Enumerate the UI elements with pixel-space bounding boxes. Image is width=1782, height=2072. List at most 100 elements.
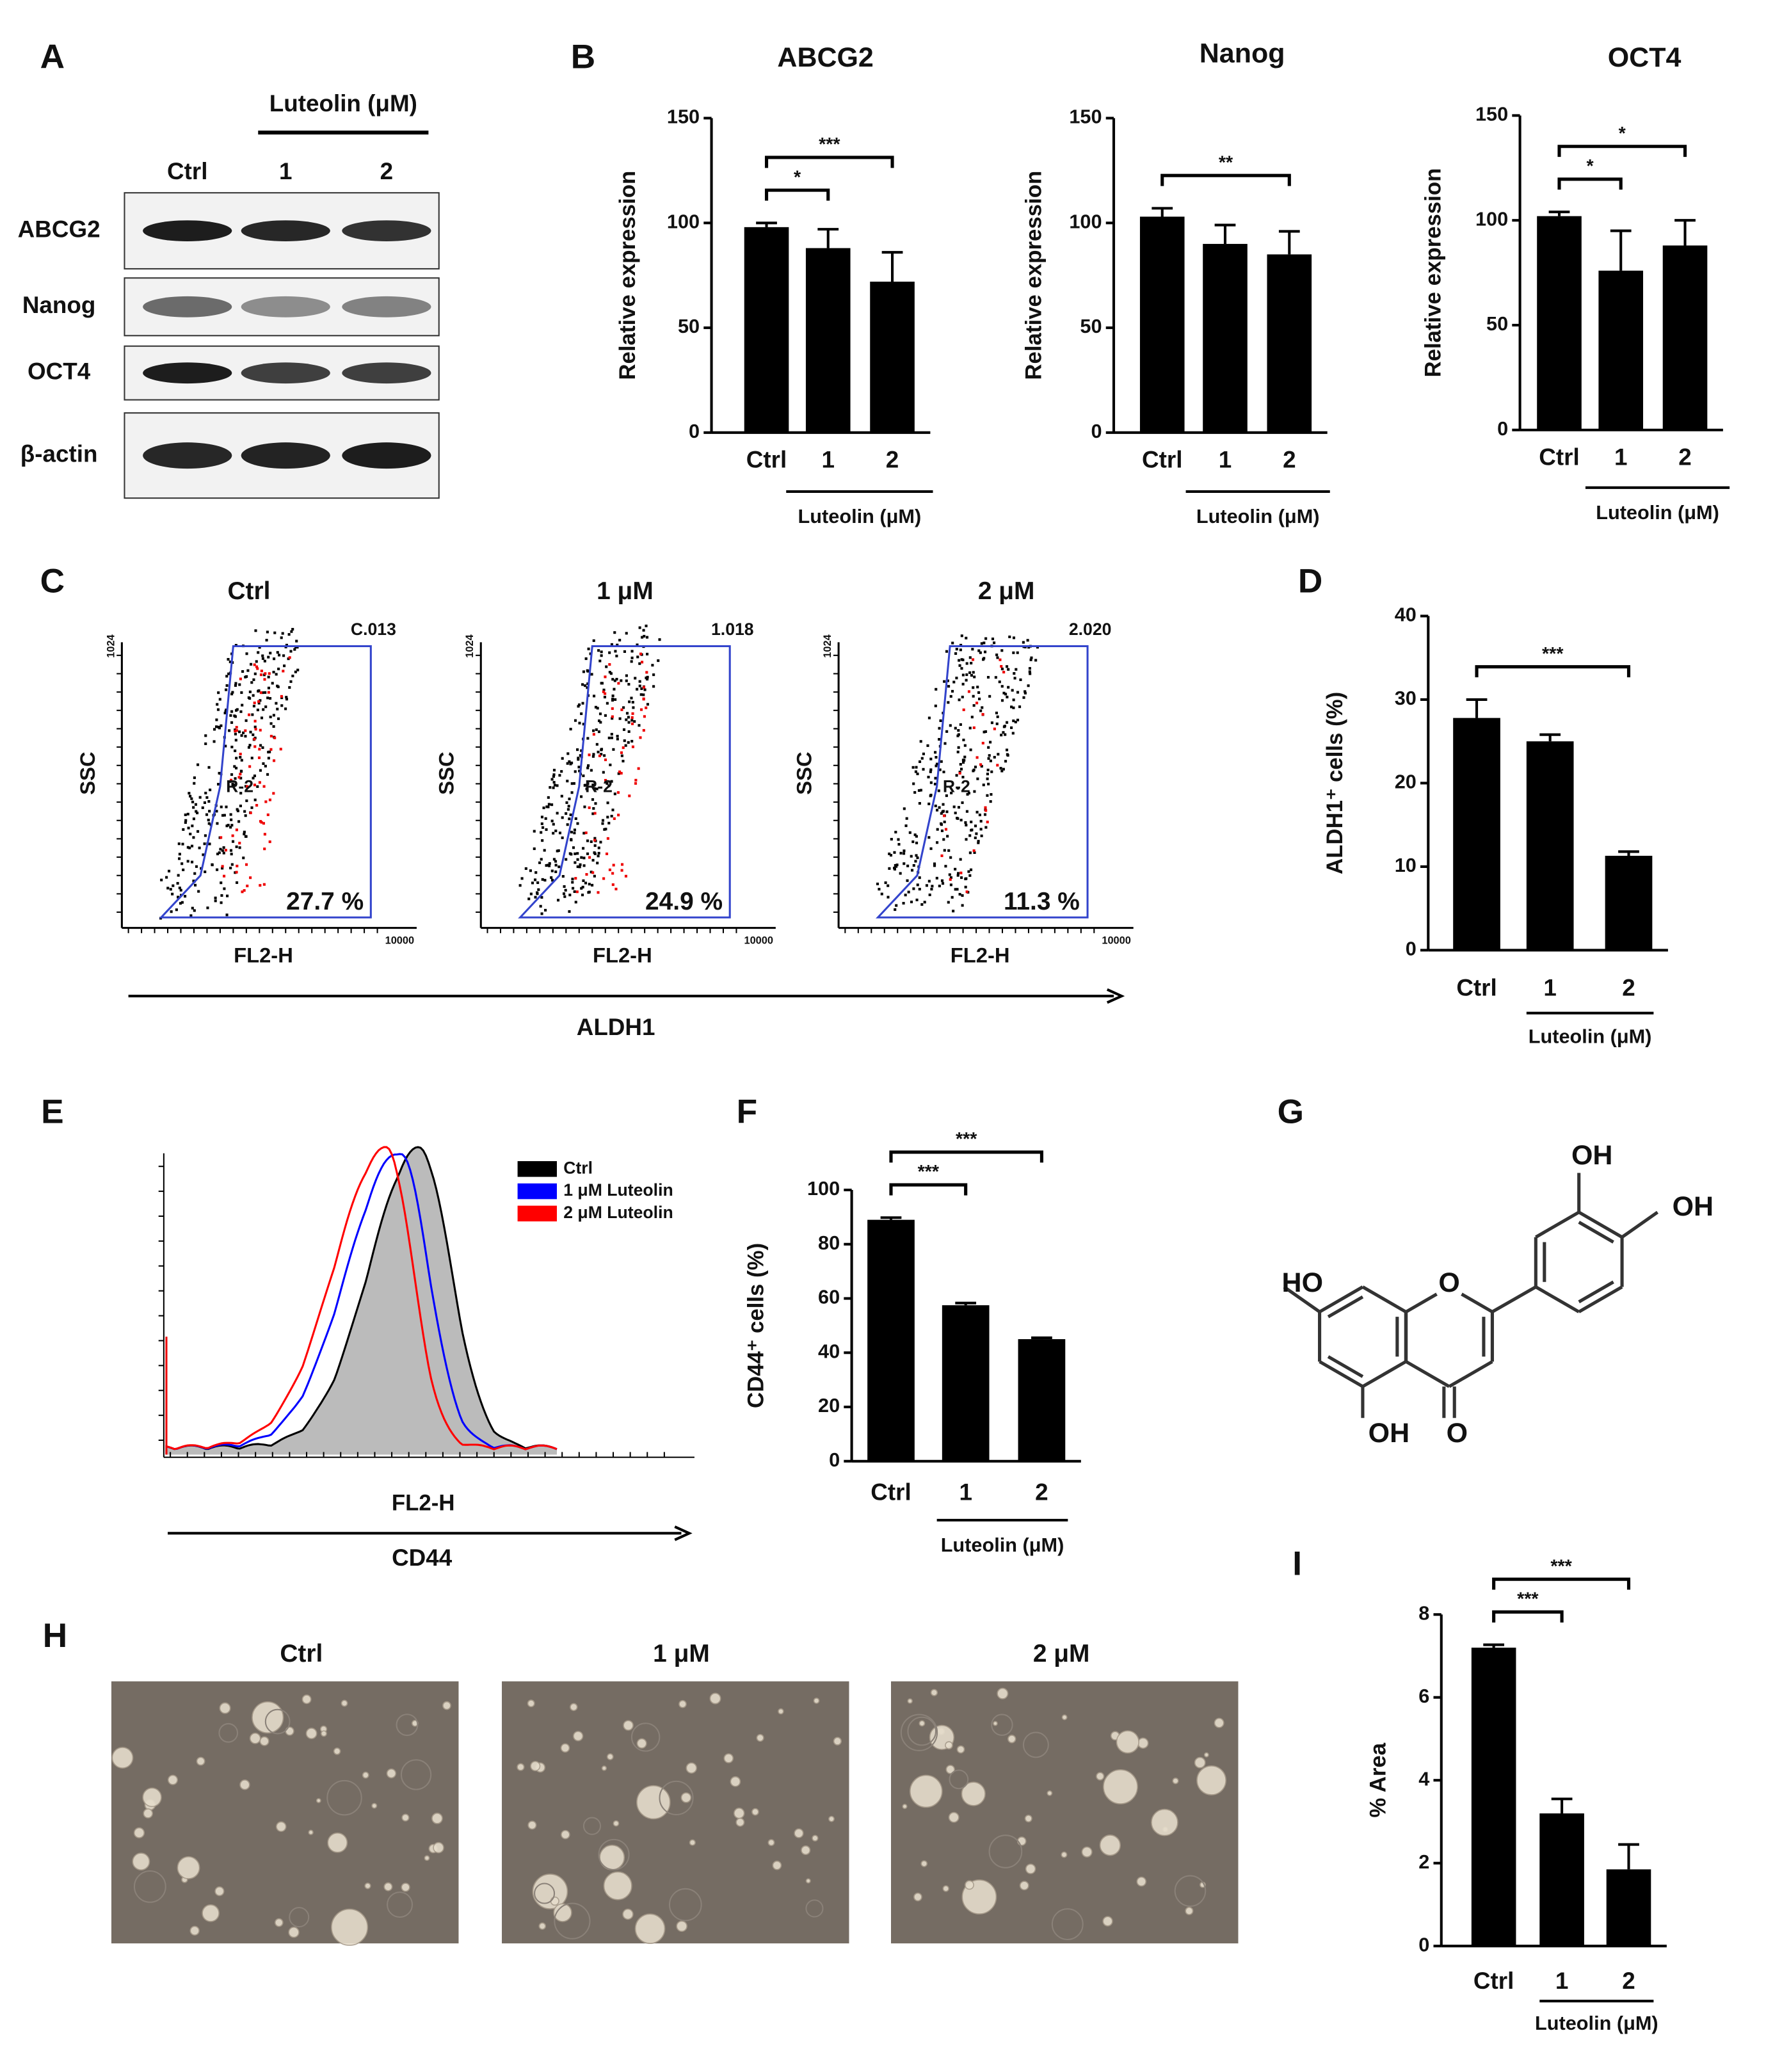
flow-dot bbox=[217, 691, 220, 695]
flow-dot bbox=[268, 696, 272, 700]
flow-dot bbox=[920, 903, 924, 906]
flow-dot bbox=[611, 678, 614, 681]
atom-mask bbox=[1434, 1272, 1464, 1302]
flow-dot bbox=[263, 659, 266, 663]
legend-swatch bbox=[517, 1205, 557, 1222]
flow-dot bbox=[597, 719, 601, 723]
flow-dot bbox=[645, 671, 648, 674]
flow-dot bbox=[229, 867, 232, 870]
y-tick-label: 2 bbox=[1418, 1851, 1429, 1873]
flow-dot bbox=[1004, 733, 1007, 736]
cell bbox=[942, 1885, 949, 1892]
flow-dot bbox=[616, 791, 620, 794]
x-axis-label: Luteolin (μM) bbox=[1596, 501, 1719, 524]
cell-ghost bbox=[900, 1714, 938, 1751]
blot-band bbox=[241, 220, 330, 241]
flow-dot bbox=[192, 817, 195, 821]
flow-dot bbox=[593, 837, 597, 840]
flow-dot bbox=[269, 722, 273, 725]
significance-bracket bbox=[1160, 173, 1291, 186]
flow-dot bbox=[239, 769, 243, 773]
flow-dot bbox=[249, 811, 252, 814]
flow-x-label: FL2-H bbox=[593, 943, 652, 967]
flow-dot bbox=[1016, 651, 1019, 654]
flow-dot bbox=[560, 770, 563, 773]
flow-dot bbox=[961, 904, 964, 907]
flow-dot bbox=[893, 867, 896, 870]
flow-dot bbox=[214, 899, 217, 903]
flow-dot bbox=[603, 695, 607, 699]
histogram-curve bbox=[165, 1153, 558, 1455]
flow-dot bbox=[235, 757, 238, 760]
image-title: Ctrl bbox=[280, 1640, 323, 1667]
bar bbox=[1526, 741, 1574, 951]
flow-dot bbox=[600, 654, 603, 657]
flow-dot bbox=[533, 847, 536, 851]
flow-dot bbox=[947, 685, 951, 688]
flow-dot bbox=[588, 806, 591, 809]
flow-dot bbox=[933, 864, 936, 867]
flow-dot bbox=[956, 787, 959, 790]
flow-dot bbox=[946, 835, 949, 838]
flow-dot bbox=[995, 722, 999, 725]
flow-dot bbox=[582, 723, 585, 726]
flow-dot bbox=[264, 691, 267, 694]
flow-dot bbox=[169, 888, 172, 891]
flow-dot bbox=[604, 675, 607, 679]
cell bbox=[239, 1779, 250, 1790]
flow-dot bbox=[947, 901, 950, 904]
flow-dot bbox=[581, 885, 584, 888]
flow-dot bbox=[578, 721, 581, 725]
flow-dot bbox=[641, 661, 644, 664]
y-tick-label: 50 bbox=[1486, 312, 1508, 335]
flow-dot bbox=[930, 888, 933, 891]
x-tick-label: 1 bbox=[959, 1479, 972, 1506]
flow-dot bbox=[904, 894, 907, 897]
flow-dot bbox=[1027, 646, 1031, 649]
flow-dot bbox=[248, 744, 252, 747]
flow-dot bbox=[201, 806, 204, 809]
flow-dot bbox=[193, 909, 196, 912]
flow-dot bbox=[177, 874, 180, 877]
flow-dot bbox=[256, 785, 259, 788]
flow-dot bbox=[939, 719, 942, 722]
flow-dot bbox=[197, 830, 200, 833]
flow-dot bbox=[527, 897, 531, 901]
significance-bracket bbox=[1475, 665, 1631, 678]
flow-dot bbox=[602, 877, 606, 880]
cell bbox=[561, 1829, 570, 1840]
flow-dot bbox=[225, 805, 228, 808]
flow-dot bbox=[544, 908, 547, 912]
flow-dot bbox=[529, 869, 532, 872]
flow-dot bbox=[988, 754, 991, 757]
flow-dot bbox=[903, 849, 906, 853]
cell bbox=[833, 1737, 842, 1746]
flow-gate bbox=[875, 645, 1089, 919]
flow-dot bbox=[216, 703, 219, 706]
flow-dot bbox=[591, 755, 595, 758]
flow-dot bbox=[903, 862, 906, 865]
cell bbox=[913, 1892, 922, 1902]
flow-dot bbox=[613, 679, 616, 682]
flow-dot bbox=[1006, 721, 1009, 724]
flow-dot bbox=[245, 719, 248, 722]
flow-y-label: SSC bbox=[76, 751, 99, 794]
flow-dot bbox=[166, 887, 170, 890]
flow-dot bbox=[910, 855, 913, 858]
flow-dot bbox=[248, 690, 252, 693]
cell-ghost bbox=[907, 1716, 937, 1746]
flow-dot bbox=[944, 865, 947, 868]
cell bbox=[909, 1774, 943, 1808]
error-bar bbox=[1539, 733, 1561, 742]
flow-dot bbox=[1011, 689, 1014, 692]
significance-bracket bbox=[1492, 1610, 1564, 1623]
flow-dot bbox=[581, 683, 584, 686]
flow-dot bbox=[608, 651, 611, 654]
flow-dot bbox=[239, 752, 242, 756]
flow-dot bbox=[951, 689, 954, 693]
flow-dot bbox=[245, 863, 248, 866]
flow-dot bbox=[911, 869, 914, 872]
flow-dot bbox=[259, 699, 262, 702]
flow-dot bbox=[965, 824, 968, 827]
flow-dot bbox=[554, 870, 558, 874]
